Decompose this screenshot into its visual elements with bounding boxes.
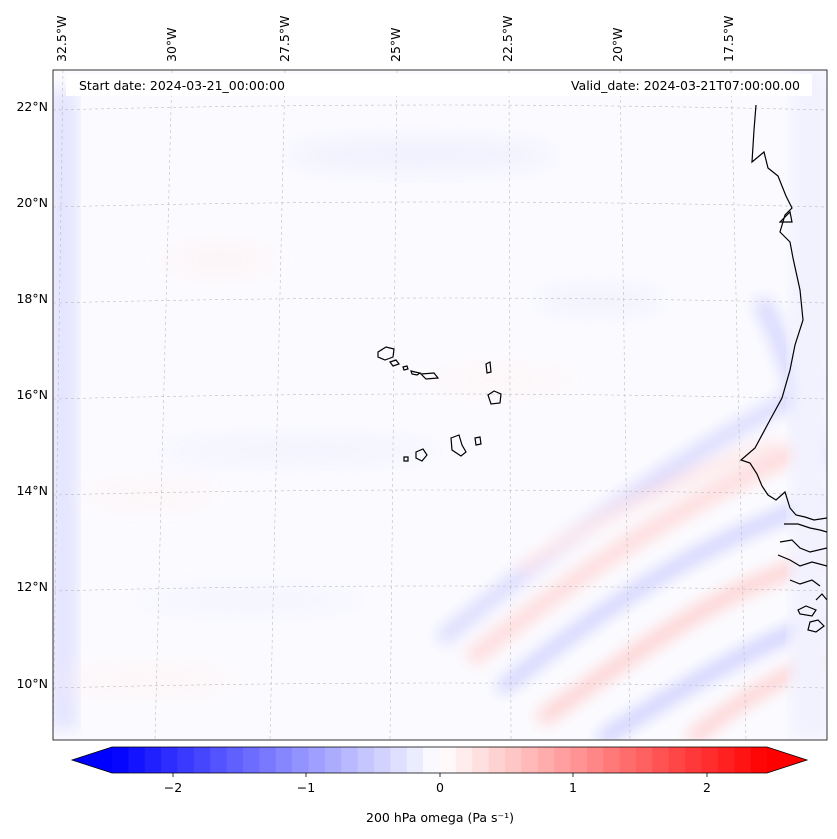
lat-label: 10°N <box>16 676 48 691</box>
colorbar-cell <box>701 747 719 773</box>
lat-label: 22°N <box>16 99 48 114</box>
colorbar-cell <box>472 747 490 773</box>
colorbar-cell <box>750 747 768 773</box>
coastlines <box>377 104 827 633</box>
colorbar-cell <box>505 747 522 773</box>
colorbar-cell <box>324 747 342 773</box>
island-brava <box>403 456 409 462</box>
colorbar-cell <box>406 747 424 773</box>
colorbar-cell <box>210 747 228 773</box>
lon-label: 17.5°W <box>721 16 736 62</box>
lon-label: 20°W <box>610 27 625 62</box>
colorbar-cell <box>144 747 162 773</box>
colorbar-cell <box>243 747 260 773</box>
colorbar-cell <box>390 747 408 773</box>
island-santiago <box>450 434 467 457</box>
colorbar-cell <box>357 747 375 773</box>
lat-label: 18°N <box>16 291 48 306</box>
lat-label: 12°N <box>16 579 48 594</box>
colorbar-tick-label: 1 <box>569 780 577 795</box>
start-date-label: Start date: 2024-03-21_00:00:00 <box>79 78 285 93</box>
colorbar-outline <box>70 746 809 774</box>
colorbar-cell <box>423 747 441 773</box>
lon-label: 22.5°W <box>500 16 515 62</box>
colorbar-extend-max <box>767 747 807 773</box>
island-sao-nicolau <box>410 370 422 376</box>
colorbar-cell <box>128 747 146 773</box>
colorbar-cell <box>275 747 293 773</box>
lon-label: 30°W <box>164 27 179 62</box>
gridlines <box>53 70 827 740</box>
colorbar-tick-label: 2 <box>703 780 711 795</box>
lon-label: 25°W <box>388 27 403 62</box>
colorbar-cell <box>439 747 457 773</box>
plot-frame <box>52 69 828 741</box>
colorbar-cell <box>619 747 637 773</box>
lat-label: 14°N <box>16 483 48 498</box>
colorbar-tick-label: −2 <box>164 780 182 795</box>
header-strip <box>66 74 812 96</box>
colorbar-cell <box>636 747 653 773</box>
lon-label: 27.5°W <box>277 16 292 62</box>
colorbar-cells <box>72 747 807 773</box>
island-sao-vicente <box>389 359 400 367</box>
colorbar-cell <box>226 747 244 773</box>
colorbar-cell <box>570 747 588 773</box>
colorbar-cell <box>341 747 359 773</box>
colorbar-cell <box>193 747 211 773</box>
latitude-labels: 22°N 20°N 18°N 16°N 14°N 12°N 10°N <box>16 99 48 691</box>
colorbar-cell <box>455 747 473 773</box>
colorbar-cell <box>259 747 277 773</box>
colorbar-label: 200 hPa omega (Pa s⁻¹) <box>366 810 514 825</box>
colorbar: −2 −1 0 1 2 200 hPa omega (Pa s⁻¹) <box>70 746 809 825</box>
colorbar-cell <box>603 747 621 773</box>
colorbar-extend-min <box>72 747 112 773</box>
colorbar-cell <box>112 747 129 773</box>
valid-date-label: Valid_date: 2024-03-21T07:00:00.00 <box>571 78 800 93</box>
colorbar-cell <box>488 747 506 773</box>
colorbar-cell <box>374 747 391 773</box>
island-santo-antao <box>377 346 395 361</box>
colorbar-cell <box>308 747 326 773</box>
lat-label: 16°N <box>16 387 48 402</box>
colorbar-cell <box>537 747 555 773</box>
colorbar-cell <box>554 747 572 773</box>
colorbar-ticks <box>172 773 708 777</box>
colorbar-cell <box>734 747 752 773</box>
island-fogo <box>415 448 428 462</box>
colorbar-cell <box>652 747 670 773</box>
island-santa-luzia <box>402 365 409 371</box>
colorbar-cell <box>161 747 179 773</box>
west-africa-coast <box>739 104 827 521</box>
colorbar-cell <box>685 747 703 773</box>
island-boa-vista <box>487 390 502 405</box>
colorbar-cell <box>717 747 735 773</box>
colorbar-cell <box>521 747 539 773</box>
longitude-labels: 32.5°W 30°W 27.5°W 25°W 22.5°W 20°W 17.5… <box>54 16 736 62</box>
colorbar-cell <box>177 747 195 773</box>
lat-label: 20°N <box>16 195 48 210</box>
island-boa-vista-2 <box>419 372 440 380</box>
colorbar-cell <box>586 747 604 773</box>
island-sal <box>485 361 492 374</box>
island-maio <box>474 436 482 446</box>
colorbar-cell <box>292 747 310 773</box>
lon-label: 32.5°W <box>54 16 69 62</box>
colorbar-cell <box>668 747 686 773</box>
colorbar-tick-label: 0 <box>436 780 444 795</box>
colorbar-tick-label: −1 <box>297 780 315 795</box>
omega-field <box>53 70 827 740</box>
